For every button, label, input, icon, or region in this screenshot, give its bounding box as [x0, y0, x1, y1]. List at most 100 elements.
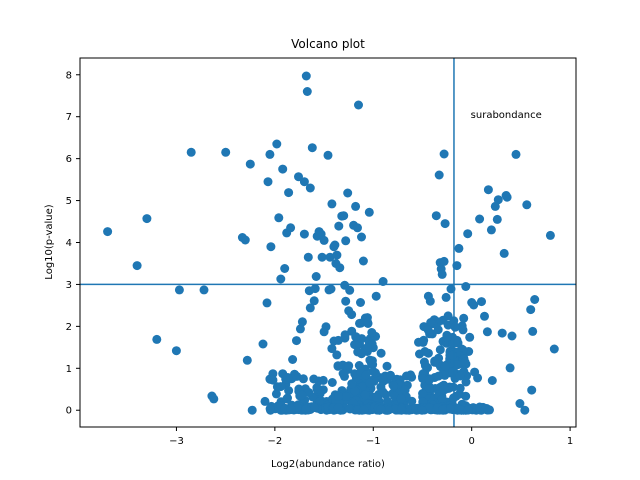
- data-point: [344, 361, 354, 371]
- data-point: [487, 376, 497, 385]
- data-point: [420, 361, 430, 371]
- data-point: [298, 374, 308, 384]
- data-point: [430, 357, 440, 367]
- data-point: [305, 303, 315, 313]
- data-point: [528, 326, 538, 336]
- data-point: [351, 332, 361, 342]
- data-point: [365, 355, 375, 365]
- data-point: [383, 405, 393, 415]
- data-point: [340, 330, 350, 340]
- data-point: [461, 282, 471, 291]
- y-tick-label: 7: [66, 112, 72, 123]
- data-point: [473, 373, 483, 383]
- data-point: [526, 305, 536, 315]
- y-tick-label: 4: [66, 238, 72, 249]
- data-point: [332, 350, 342, 360]
- data-point: [295, 324, 305, 334]
- data-point: [455, 383, 465, 393]
- data-point: [271, 389, 281, 399]
- data-point: [199, 285, 209, 295]
- data-point: [274, 213, 284, 223]
- chart-title: Volcano plot: [291, 37, 365, 51]
- data-point: [386, 370, 395, 380]
- x-tick-label: −3: [169, 436, 184, 447]
- data-point: [486, 225, 496, 235]
- data-point: [310, 402, 320, 412]
- data-point: [265, 404, 275, 414]
- data-point: [410, 403, 420, 413]
- data-point: [389, 381, 399, 391]
- data-point: [441, 292, 451, 302]
- y-tick-label: 1: [66, 364, 72, 375]
- data-point: [402, 371, 411, 381]
- data-point: [361, 370, 371, 380]
- data-point: [483, 185, 493, 195]
- data-point: [327, 199, 337, 209]
- y-tick-label: 8: [66, 70, 72, 81]
- data-point: [364, 207, 374, 217]
- data-point: [265, 149, 275, 159]
- data-point: [330, 240, 340, 250]
- data-point: [438, 405, 447, 415]
- data-point: [376, 404, 386, 414]
- data-point: [332, 250, 342, 260]
- data-point: [340, 371, 349, 381]
- data-point: [511, 149, 521, 159]
- threshold-lines: [80, 58, 576, 427]
- data-point: [302, 87, 312, 96]
- data-point: [327, 344, 337, 354]
- data-point: [396, 393, 406, 403]
- data-point: [309, 374, 319, 384]
- data-point: [284, 386, 294, 396]
- data-point: [515, 399, 525, 408]
- data-point: [463, 405, 473, 415]
- y-axis-ticks: 0 1 2 3 4 5 6 7 8: [66, 70, 80, 417]
- data-point: [439, 256, 449, 266]
- data-point: [520, 405, 530, 415]
- data-point: [483, 405, 493, 415]
- data-point: [354, 100, 363, 110]
- data-point: [299, 177, 309, 187]
- data-point: [424, 375, 434, 385]
- data-point: [327, 378, 337, 387]
- data-point: [527, 385, 537, 395]
- data-point: [209, 394, 219, 404]
- data-point: [440, 361, 450, 371]
- data-point: [317, 252, 327, 262]
- x-tick-label: −1: [366, 436, 381, 447]
- data-point: [372, 393, 382, 402]
- data-point: [460, 357, 470, 367]
- data-point: [333, 403, 343, 412]
- data-point: [507, 331, 517, 341]
- data-point: [448, 367, 458, 377]
- data-point: [371, 291, 381, 301]
- data-point: [242, 355, 252, 365]
- data-point: [439, 149, 449, 159]
- data-point: [347, 379, 357, 389]
- data-point: [454, 243, 464, 253]
- data-point: [303, 252, 313, 262]
- data-point: [282, 394, 292, 404]
- data-point: [365, 378, 375, 388]
- data-point: [425, 296, 435, 306]
- data-point: [283, 373, 293, 382]
- data-point: [334, 391, 343, 401]
- data-point: [333, 335, 343, 345]
- data-point: [425, 403, 435, 413]
- data-point: [301, 71, 311, 81]
- data-point: [312, 384, 322, 394]
- data-point: [323, 150, 333, 160]
- data-point: [221, 147, 231, 157]
- data-point: [357, 349, 366, 359]
- data-point: [268, 375, 278, 385]
- data-point: [305, 183, 315, 193]
- data-point: [297, 317, 307, 327]
- data-point: [426, 318, 436, 327]
- y-tick-label: 3: [66, 280, 72, 291]
- data-point: [378, 387, 388, 397]
- data-point: [288, 355, 298, 364]
- y-tick-label: 5: [66, 196, 72, 207]
- data-point: [284, 188, 294, 198]
- data-point: [459, 313, 469, 323]
